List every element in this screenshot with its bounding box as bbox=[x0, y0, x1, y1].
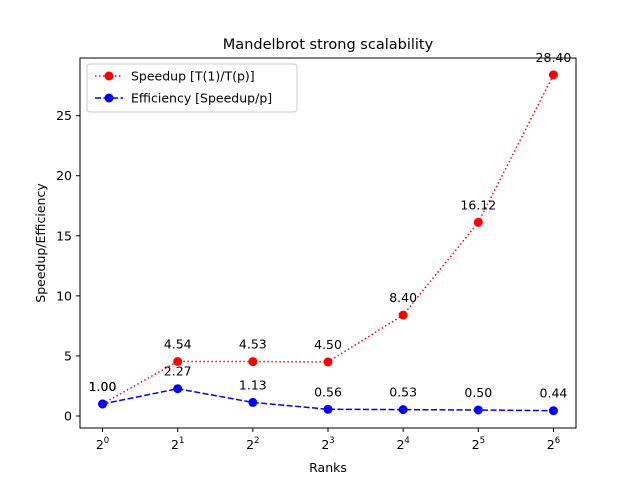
legend-item: Efficiency [Speedup/p] bbox=[95, 91, 272, 106]
data-label: 28.40 bbox=[536, 50, 572, 65]
data-point bbox=[173, 356, 183, 366]
data-label: 0.50 bbox=[464, 385, 492, 400]
legend-marker bbox=[104, 71, 114, 81]
data-label: 4.53 bbox=[239, 337, 267, 352]
x-tick-label: 26 bbox=[547, 436, 560, 452]
data-label: 0.53 bbox=[389, 385, 417, 400]
data-label: 0.44 bbox=[540, 386, 568, 401]
data-point bbox=[548, 406, 558, 416]
x-tick-label: 22 bbox=[246, 436, 259, 452]
series-1: 1.00 2.27 1.13 0.56 0.53 0.50 0.44 bbox=[89, 364, 568, 416]
legend-box bbox=[86, 63, 298, 113]
data-label: 4.50 bbox=[314, 337, 342, 352]
legend-marker bbox=[104, 93, 114, 103]
data-label: 1.00 bbox=[89, 379, 117, 394]
data-point bbox=[173, 384, 183, 394]
y-tick-label: 5 bbox=[64, 348, 72, 363]
data-point bbox=[473, 217, 483, 227]
legend-item: Speedup [T(1)/T(p)] bbox=[95, 69, 255, 84]
series-0: 1.00 4.54 4.53 4.50 8.40 16.12 28.40 bbox=[89, 50, 572, 409]
data-label: 1.00 bbox=[89, 379, 117, 394]
data-point bbox=[98, 399, 108, 409]
x-tick-label: 20 bbox=[96, 436, 109, 452]
x-axis-label: Ranks bbox=[309, 460, 347, 475]
data-point bbox=[548, 70, 558, 80]
y-tick-label: 0 bbox=[64, 408, 72, 423]
y-tick-label: 25 bbox=[56, 108, 72, 123]
data-label: 1.13 bbox=[239, 377, 267, 392]
data-label: 8.40 bbox=[389, 290, 417, 305]
y-tick-label: 10 bbox=[56, 288, 72, 303]
legend: Speedup [T(1)/T(p)] Efficiency [Speedup/p… bbox=[86, 63, 298, 113]
y-tick-label: 15 bbox=[56, 228, 72, 243]
data-label: 2.27 bbox=[164, 364, 192, 379]
legend-label: Speedup [T(1)/T(p)] bbox=[131, 69, 255, 84]
y-axis-label: Speedup/Efficiency bbox=[33, 183, 48, 303]
data-label: 4.54 bbox=[164, 336, 192, 351]
data-point bbox=[398, 405, 408, 415]
plot-area: 20 21 22 23 24 25 26 0 5 10 15 20 25 1.00 4.54 4.53 4.50… bbox=[56, 50, 577, 452]
data-point bbox=[248, 357, 258, 367]
y-tick-label: 20 bbox=[56, 168, 72, 183]
legend-label: Efficiency [Speedup/p] bbox=[131, 91, 272, 106]
data-label: 16.12 bbox=[460, 197, 496, 212]
x-tick-label: 21 bbox=[171, 436, 184, 452]
data-point bbox=[248, 397, 258, 407]
data-point bbox=[323, 404, 333, 414]
x-tick-label: 24 bbox=[396, 436, 409, 452]
data-point bbox=[398, 310, 408, 320]
x-tick-label: 25 bbox=[472, 436, 485, 452]
data-point bbox=[473, 405, 483, 415]
data-point bbox=[323, 357, 333, 367]
chart-title: Mandelbrot strong scalability bbox=[223, 37, 434, 53]
data-label: 0.56 bbox=[314, 384, 342, 399]
x-tick-label: 23 bbox=[321, 436, 334, 452]
